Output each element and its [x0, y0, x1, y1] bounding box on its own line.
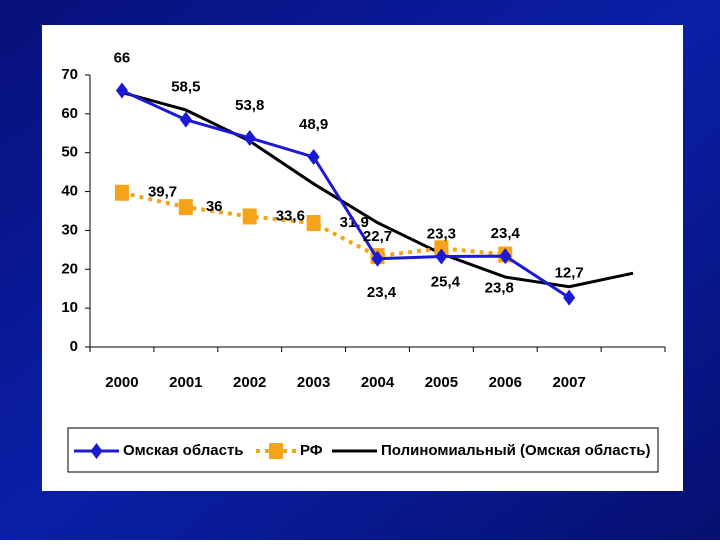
- point: [306, 215, 321, 232]
- point: [499, 248, 512, 265]
- y-tick-label: 60: [61, 105, 78, 122]
- x-tick-label: 2003: [297, 374, 330, 391]
- x-tick-label: 2004: [361, 374, 395, 391]
- series-line: [121, 89, 570, 299]
- data-label: 66: [114, 50, 131, 67]
- data-label: 12,7: [555, 265, 584, 282]
- y-tick-label: 20: [61, 260, 78, 277]
- y-tick-label: 70: [61, 66, 78, 83]
- legend-label: Полиномиальный (Омская область): [381, 442, 651, 459]
- x-tick-label: 2007: [552, 374, 585, 391]
- chart-panel: [42, 25, 683, 491]
- data-label: 25,4: [431, 273, 461, 290]
- x-tick-label: 2006: [489, 374, 522, 391]
- point: [371, 250, 384, 267]
- point: [115, 82, 128, 99]
- data-label: 39,7: [148, 184, 177, 201]
- data-label: 23,4: [491, 225, 521, 242]
- point: [307, 148, 320, 165]
- x-tick-label: 2002: [233, 374, 266, 391]
- point: [179, 111, 192, 128]
- point: [434, 240, 449, 257]
- data-label: 23,3: [427, 225, 456, 242]
- y-tick-label: 40: [61, 183, 78, 200]
- data-label: 23,4: [367, 284, 397, 301]
- point: [435, 248, 448, 265]
- point: [563, 289, 576, 306]
- legend-marker: [269, 443, 283, 459]
- point: [242, 208, 257, 225]
- x-tick-label: 2000: [105, 374, 138, 391]
- legend-marker: [90, 443, 103, 459]
- data-label: 22,7: [363, 228, 392, 245]
- point: [114, 184, 129, 201]
- data-label: 58,5: [171, 79, 200, 96]
- legend-label: Омская область: [123, 442, 244, 459]
- point: [243, 129, 256, 146]
- y-tick-label: 30: [61, 221, 78, 238]
- x-tick-label: 2001: [169, 374, 202, 391]
- y-tick-label: 0: [70, 338, 78, 355]
- data-label: 23,8: [485, 279, 514, 296]
- data-label: 53,8: [235, 97, 264, 114]
- legend-label: РФ: [300, 442, 323, 459]
- data-label: 33,6: [276, 207, 305, 224]
- y-tick-label: 50: [61, 144, 78, 161]
- point: [178, 199, 193, 216]
- x-tick-label: 2005: [425, 374, 458, 391]
- data-label: 48,9: [299, 116, 328, 133]
- y-tick-label: 10: [61, 299, 78, 316]
- data-label: 36: [206, 198, 223, 215]
